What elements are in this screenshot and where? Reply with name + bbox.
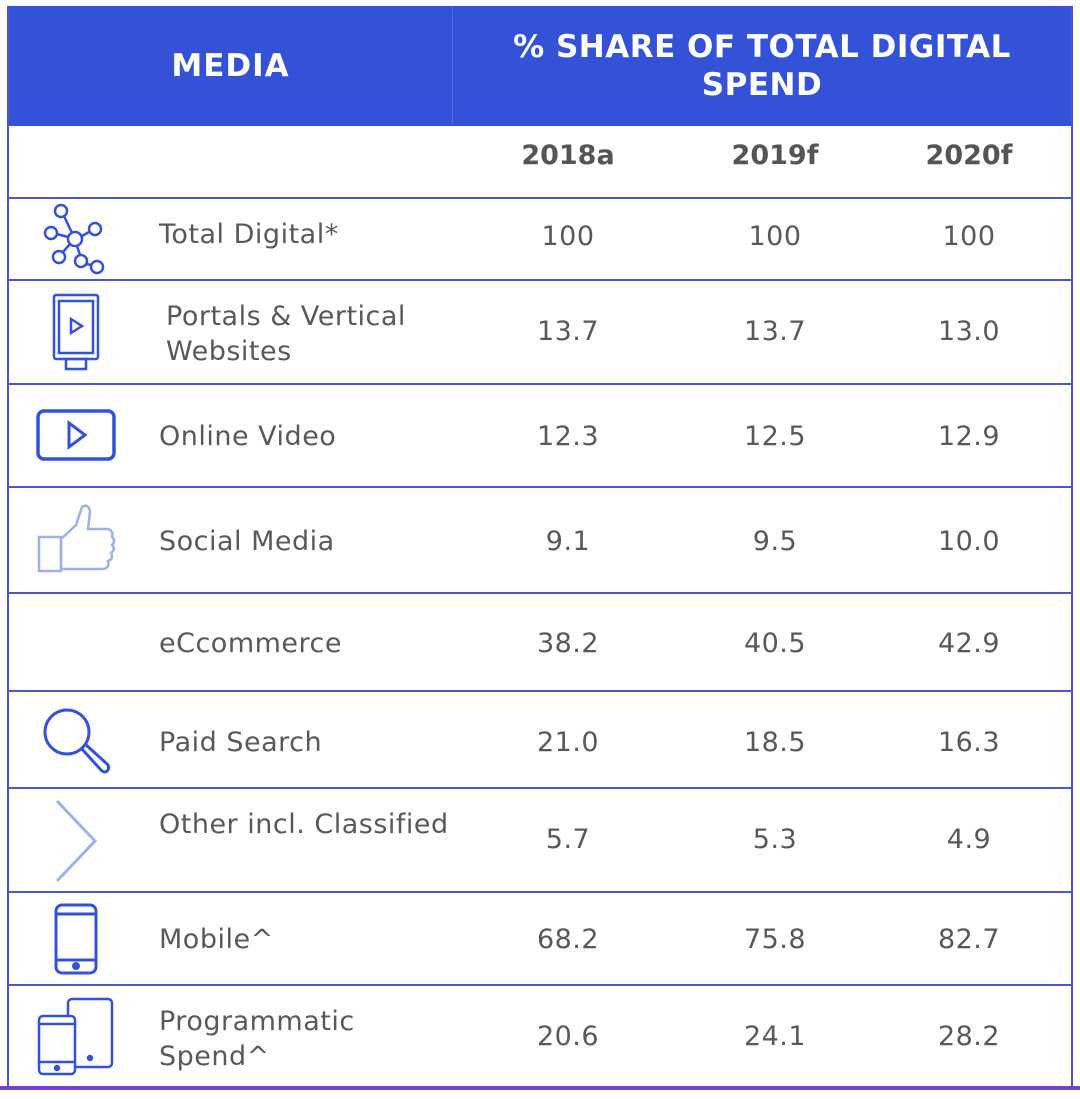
network-icon	[31, 203, 121, 275]
value-2020f: 82.7	[937, 924, 1001, 955]
table-row: Portals & Vertical Websites 13.7 13.7 13…	[9, 281, 1071, 385]
billboard-icon	[31, 293, 121, 373]
smartphone-icon	[31, 901, 121, 977]
year-2018a: 2018a	[521, 140, 615, 171]
value-2018a: 12.3	[536, 421, 600, 452]
share-column-header: % SHARE OF TOTAL DIGITAL SPEND	[513, 29, 1011, 103]
value-2018a: 9.1	[545, 526, 591, 557]
value-2019f: 75.8	[743, 924, 807, 955]
value-2018a: 100	[541, 221, 595, 252]
table-row: Online Video 12.3 12.5 12.9	[9, 385, 1071, 488]
table-header: MEDIA % SHARE OF TOTAL DIGITAL SPEND	[9, 6, 1071, 126]
year-2019f: 2019f	[731, 140, 819, 171]
value-2018a: 20.6	[536, 1021, 600, 1052]
value-2020f: 28.2	[937, 1021, 1001, 1052]
devices-icon	[31, 996, 121, 1076]
value-2020f: 13.0	[937, 316, 1001, 347]
value-2018a: 38.2	[536, 628, 600, 659]
value-2018a: 13.7	[536, 316, 600, 347]
row-label: Programmatic Spend^	[159, 1006, 355, 1072]
table-row: Total Digital* 100 100 100	[9, 199, 1071, 281]
chevron-right-icon	[31, 797, 121, 885]
table-row: Other incl. Classified 5.7 5.3 4.9	[9, 789, 1071, 893]
thumbs-up-icon	[31, 502, 121, 576]
value-2020f: 12.9	[937, 421, 1001, 452]
year-2020f: 2020f	[925, 140, 1013, 171]
value-2020f: 10.0	[937, 526, 1001, 557]
row-label: Social Media	[159, 526, 335, 557]
value-2020f: 16.3	[937, 727, 1001, 758]
table-row: Programmatic Spend^ 20.6 24.1 28.2	[9, 986, 1071, 1088]
table-row: Social Media 9.1 9.5 10.0	[9, 488, 1071, 594]
value-2020f: 100	[942, 221, 996, 252]
bottom-accent-line	[0, 1086, 1080, 1090]
value-2019f: 5.3	[752, 824, 798, 855]
row-label: Online Video	[159, 421, 337, 452]
media-column-header: MEDIA	[9, 6, 453, 126]
magnifier-icon	[31, 706, 121, 776]
value-2018a: 5.7	[545, 824, 591, 855]
value-2019f: 9.5	[752, 526, 798, 557]
row-label: Portals & Vertical Websites	[166, 301, 406, 367]
year-header-row: 2018a 2019f 2020f	[9, 126, 1071, 199]
value-2020f: 42.9	[937, 628, 1001, 659]
value-2018a: 68.2	[536, 924, 600, 955]
value-2019f: 13.7	[743, 316, 807, 347]
row-label: eCcommerce	[159, 628, 343, 659]
value-2019f: 18.5	[743, 727, 807, 758]
row-label: Total Digital*	[159, 219, 339, 250]
table-row: Paid Search 21.0 18.5 16.3	[9, 692, 1071, 789]
value-2019f: 100	[748, 221, 802, 252]
table-row: eCcommerce 38.2 40.5 42.9	[9, 594, 1071, 692]
row-label: Mobile^	[159, 924, 274, 955]
value-2020f: 4.9	[946, 824, 992, 855]
row-label: Paid Search	[159, 727, 323, 758]
value-2018a: 21.0	[536, 727, 600, 758]
value-2019f: 40.5	[743, 628, 807, 659]
row-label: Other incl. Classified	[159, 809, 449, 840]
value-2019f: 24.1	[743, 1021, 807, 1052]
video-play-icon	[31, 407, 121, 463]
value-2019f: 12.5	[743, 421, 807, 452]
digital-spend-table: MEDIA % SHARE OF TOTAL DIGITAL SPEND 201…	[7, 6, 1073, 1088]
table-row: Mobile^ 68.2 75.8 82.7	[9, 893, 1071, 986]
